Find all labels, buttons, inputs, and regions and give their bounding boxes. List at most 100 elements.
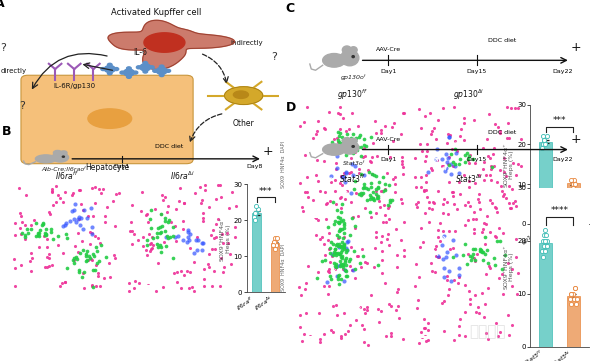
- Point: [426, 260, 436, 266]
- Point: [165, 217, 174, 222]
- Point: [148, 242, 157, 248]
- Point: [496, 130, 505, 136]
- Point: [80, 207, 89, 213]
- Point: [516, 136, 525, 142]
- Point: [465, 184, 474, 190]
- Point: [303, 194, 312, 200]
- Point: [40, 230, 50, 236]
- Point: [377, 257, 387, 263]
- Point: [338, 266, 347, 272]
- Point: [325, 198, 334, 204]
- Point: [330, 188, 340, 194]
- Circle shape: [52, 153, 68, 162]
- Point: [463, 199, 472, 205]
- Point: [439, 234, 448, 239]
- Point: [332, 273, 342, 279]
- Point: [474, 191, 484, 197]
- Point: [156, 242, 165, 248]
- Point: [469, 230, 478, 236]
- Point: [70, 244, 80, 249]
- Point: [81, 258, 90, 264]
- Point: [502, 195, 511, 201]
- Point: [566, 301, 576, 307]
- Point: [192, 234, 202, 240]
- Text: DDC diet: DDC diet: [488, 130, 516, 135]
- Point: [328, 252, 338, 258]
- Point: [223, 240, 233, 246]
- Point: [355, 166, 364, 172]
- Point: [478, 257, 488, 262]
- Point: [391, 226, 400, 232]
- Point: [470, 160, 480, 166]
- Point: [463, 157, 472, 163]
- Point: [348, 150, 358, 156]
- Point: [302, 189, 312, 195]
- Point: [82, 257, 91, 263]
- Point: [366, 134, 375, 140]
- Point: [379, 203, 388, 208]
- Point: [78, 270, 87, 276]
- Point: [412, 204, 422, 209]
- Point: [94, 270, 103, 275]
- Point: [453, 206, 462, 212]
- Point: [399, 219, 409, 225]
- Circle shape: [143, 70, 148, 73]
- Circle shape: [342, 46, 352, 54]
- Point: [421, 153, 431, 158]
- Point: [459, 173, 469, 178]
- Circle shape: [159, 74, 164, 77]
- Point: [429, 200, 439, 206]
- Point: [320, 284, 329, 290]
- Point: [366, 292, 375, 297]
- Point: [76, 201, 86, 206]
- Point: [327, 139, 337, 145]
- Point: [38, 221, 48, 227]
- Point: [422, 187, 431, 193]
- Point: [176, 268, 185, 274]
- Point: [495, 128, 505, 134]
- Point: [96, 240, 105, 246]
- Point: [326, 179, 336, 184]
- Point: [368, 197, 378, 203]
- Point: [459, 137, 469, 143]
- Point: [541, 232, 551, 238]
- Point: [339, 115, 348, 121]
- Point: [337, 239, 347, 245]
- Point: [539, 138, 549, 143]
- Point: [359, 326, 369, 332]
- Point: [367, 171, 377, 177]
- Point: [58, 223, 68, 229]
- Text: ?: ?: [271, 52, 277, 62]
- Circle shape: [120, 71, 125, 74]
- Point: [375, 319, 384, 325]
- Point: [447, 189, 457, 195]
- Point: [352, 145, 361, 151]
- Point: [90, 233, 99, 239]
- Text: Day1: Day1: [380, 69, 396, 74]
- Point: [339, 217, 348, 222]
- Point: [568, 291, 577, 296]
- Point: [414, 274, 424, 280]
- Point: [446, 151, 456, 157]
- Point: [356, 153, 365, 159]
- Point: [541, 227, 550, 233]
- Point: [454, 170, 463, 175]
- Point: [394, 315, 403, 321]
- FancyBboxPatch shape: [21, 75, 193, 164]
- Point: [473, 305, 483, 310]
- Point: [213, 183, 223, 188]
- Point: [45, 212, 55, 217]
- Point: [29, 217, 39, 223]
- Point: [466, 257, 476, 262]
- Point: [152, 242, 162, 247]
- Point: [364, 342, 373, 347]
- Point: [60, 190, 69, 195]
- Point: [380, 280, 390, 286]
- Point: [51, 183, 61, 189]
- Point: [346, 199, 356, 205]
- Point: [302, 175, 311, 180]
- Point: [448, 255, 457, 260]
- Point: [321, 257, 330, 262]
- Text: SOX9  HNF4α  DAPI: SOX9 HNF4α DAPI: [282, 141, 286, 188]
- Point: [337, 134, 346, 140]
